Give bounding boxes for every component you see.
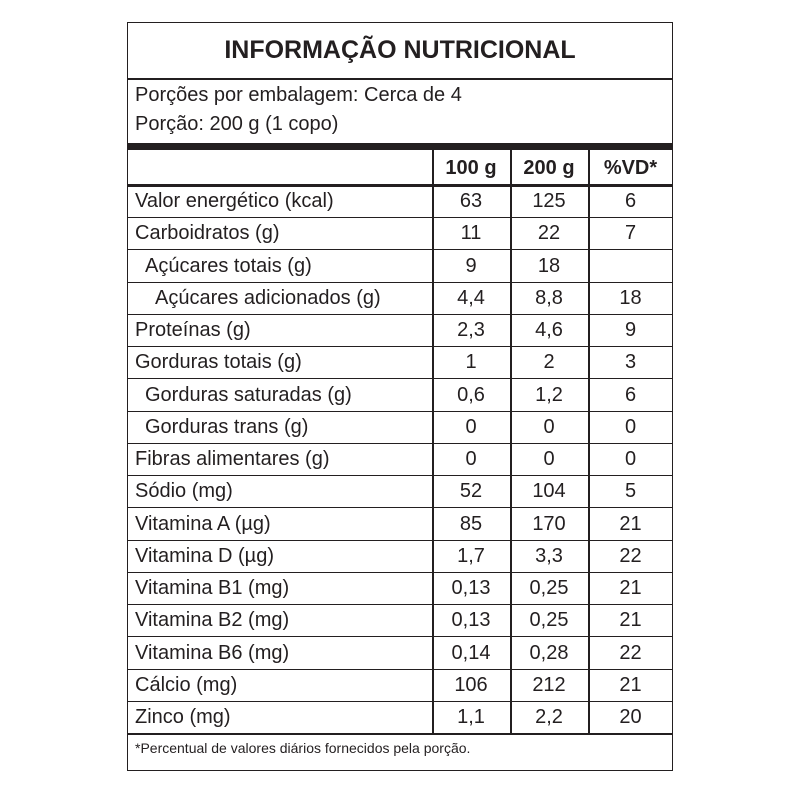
- amount: 0: [624, 415, 637, 438]
- nutrient: Gorduras trans (g): [145, 415, 309, 438]
- amount: 18: [537, 254, 561, 277]
- nutrient: Zinco (mg): [135, 706, 231, 728]
- amount: 85: [459, 512, 483, 535]
- amount: 21: [619, 577, 642, 599]
- row-rule: [127, 507, 673, 509]
- amount: 0: [465, 415, 477, 438]
- nutrient: Açúcares totais (g): [145, 254, 312, 277]
- rule: [127, 78, 673, 80]
- amount: 6: [624, 383, 637, 406]
- amount: 22: [537, 222, 561, 245]
- amount: 0: [465, 448, 477, 470]
- amount: 18: [619, 286, 642, 309]
- nutrient: Vitamina B1 (mg): [135, 577, 290, 599]
- amount: 125: [532, 190, 566, 212]
- column-rule: [510, 150, 512, 733]
- nutrient: Vitamina D (µg): [135, 544, 274, 567]
- column-rule: [432, 150, 434, 733]
- amount: 52: [459, 480, 483, 503]
- nutrient: Gorduras totais (g): [135, 351, 302, 374]
- amount: 1,7: [457, 544, 485, 567]
- header-rule: [127, 184, 673, 187]
- amount: 1,2: [535, 383, 563, 406]
- amount: 22: [619, 641, 642, 664]
- amount: 21: [619, 512, 642, 535]
- amount: 9: [624, 319, 637, 341]
- nutrient: Valor energético (kcal): [135, 190, 334, 212]
- amount: 212: [532, 673, 566, 696]
- amount: 106: [454, 673, 488, 696]
- amount: 0,25: [529, 609, 569, 632]
- amount: 21: [619, 673, 642, 696]
- amount: 0: [624, 448, 637, 470]
- amount: 9: [465, 254, 477, 277]
- nutrient: Vitamina A (µg): [135, 512, 271, 535]
- thick-rule: [127, 143, 673, 150]
- nutrient: Sódio (mg): [135, 480, 233, 503]
- amount: 1: [465, 351, 477, 374]
- title: INFORMAÇÃO NUTRICIONAL: [224, 36, 576, 64]
- row-rule: [127, 475, 673, 477]
- column-header: %VD*: [603, 157, 658, 179]
- column-header: 200 g: [523, 157, 575, 179]
- serving-size: Porção: 200 g (1 copo): [135, 113, 339, 135]
- row-rule: [127, 700, 673, 702]
- nutrient: Carboidratos (g): [135, 222, 280, 245]
- amount: 2,2: [535, 706, 563, 728]
- row-rule: [127, 604, 673, 606]
- row-rule: [127, 668, 673, 670]
- amount: 4,6: [535, 319, 563, 341]
- amount: 20: [619, 706, 642, 728]
- column-rule: [588, 150, 590, 733]
- nutrient: Gorduras saturadas (g): [145, 383, 352, 406]
- nutrient: Fibras alimentares (g): [135, 448, 330, 470]
- nutrient: Vitamina B2 (mg): [135, 609, 290, 632]
- row-rule: [127, 539, 673, 541]
- amount: 3,3: [535, 544, 563, 567]
- amount: 0,6: [457, 383, 485, 406]
- amount: 21: [619, 609, 642, 632]
- amount: 0: [543, 448, 555, 470]
- amount: 0,13: [451, 577, 491, 599]
- amount: 2,3: [457, 319, 485, 341]
- row-rule: [127, 281, 673, 283]
- amount: 170: [532, 512, 566, 535]
- nutrient: Açúcares adicionados (g): [155, 286, 381, 309]
- row-rule: [127, 636, 673, 638]
- amount: 11: [460, 222, 482, 245]
- row-rule: [127, 313, 673, 315]
- nutrient: Cálcio (mg): [135, 673, 238, 696]
- amount: 3: [624, 351, 637, 374]
- nutrient: Proteínas (g): [135, 319, 251, 341]
- amount: 0,13: [451, 609, 491, 632]
- amount: 0,25: [529, 577, 569, 599]
- frame: [127, 22, 673, 771]
- row-rule: [127, 442, 673, 444]
- amount: 22: [619, 544, 642, 567]
- amount: 6: [624, 190, 637, 212]
- amount: 5: [624, 480, 637, 503]
- amount: 2: [543, 351, 555, 374]
- row-rule: [127, 410, 673, 412]
- row-rule: [127, 249, 673, 251]
- amount: 0,28: [529, 641, 569, 664]
- row-rule: [127, 378, 673, 380]
- footer-rule: [127, 733, 673, 735]
- amount: 0,14: [451, 641, 491, 664]
- amount: 7: [624, 222, 637, 245]
- amount: 4,4: [457, 286, 485, 309]
- footnote: *Percentual de valores diários fornecido…: [135, 740, 471, 756]
- amount: 1,1: [457, 706, 485, 728]
- nutrient: Vitamina B6 (mg): [135, 641, 290, 664]
- amount: 63: [459, 190, 483, 212]
- servings-per-pack: Porções por embalagem: Cerca de 4: [135, 84, 462, 106]
- row-rule: [127, 571, 673, 573]
- amount: 8,8: [535, 286, 563, 309]
- row-rule: [127, 346, 673, 348]
- amount: 104: [532, 480, 566, 503]
- column-header: 100 g: [445, 157, 497, 179]
- amount: 0: [543, 415, 555, 438]
- row-rule: [127, 217, 673, 219]
